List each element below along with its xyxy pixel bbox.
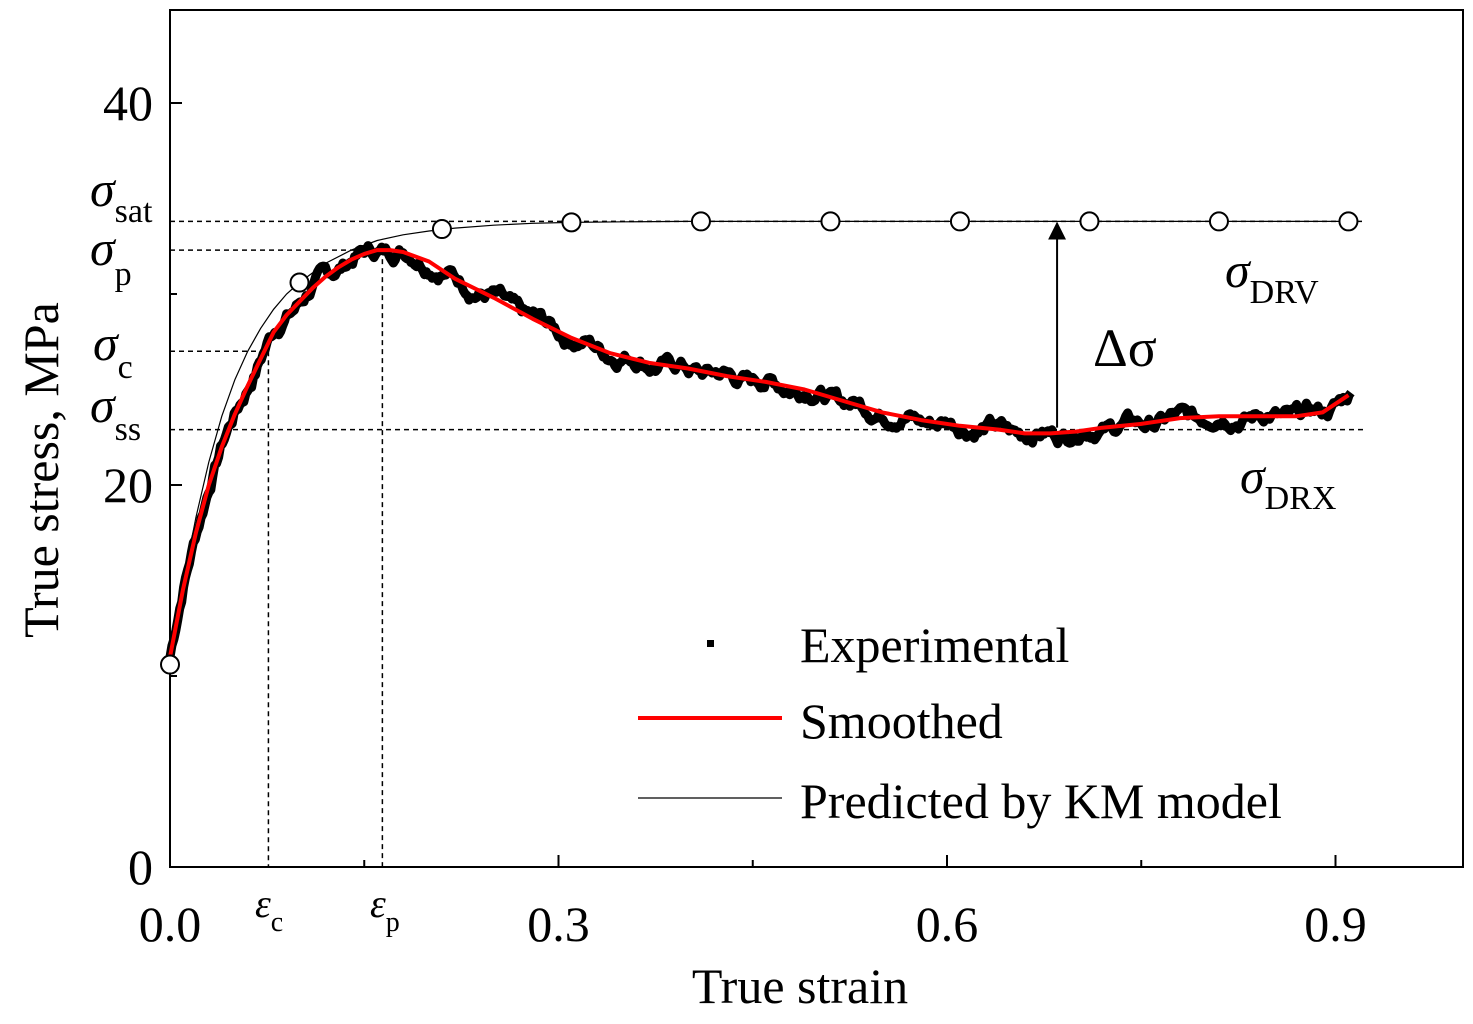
- km-marker: [949, 211, 970, 232]
- series-layer: [160, 211, 1359, 675]
- y-axis-label: True stress, MPa: [13, 302, 69, 638]
- plot-frame: [169, 9, 1464, 868]
- km-marker: [820, 211, 841, 232]
- km-marker: [160, 654, 180, 675]
- x-tick-label: 0.0: [139, 896, 202, 952]
- epsilon-p-label: εp: [370, 881, 400, 938]
- x-tick-label: 0.9: [1304, 896, 1367, 952]
- sigma-c-label: σc: [93, 315, 133, 386]
- km-model-line: [169, 220, 1349, 665]
- km-marker: [1079, 211, 1100, 232]
- km-marker: [431, 219, 452, 240]
- legend: Experimental Smoothed Predicted by KM mo…: [638, 617, 1282, 829]
- sigma-drx-label: σDRX: [1240, 448, 1336, 517]
- legend-smoothed-label: Smoothed: [800, 693, 1003, 749]
- y-tick-label: 40: [103, 75, 153, 131]
- legend-experimental-marker: [707, 640, 714, 647]
- reference-lines: [170, 220, 1365, 867]
- km-marker: [690, 211, 711, 232]
- x-tick-label: 0.3: [527, 896, 590, 952]
- sigma-drv-label: σDRV: [1225, 242, 1319, 311]
- sigma-ss-label: σss: [90, 377, 141, 448]
- sigma-sat-label: σsat: [90, 161, 153, 230]
- legend-experimental-label: Experimental: [800, 617, 1069, 673]
- km-marker: [561, 212, 582, 233]
- legend-km-label: Predicted by KM model: [800, 773, 1282, 829]
- x-axis-label: True strain: [692, 958, 908, 1014]
- sigma-p-label: σp: [90, 220, 132, 293]
- y-tick-label: 0: [128, 839, 153, 895]
- km-marker: [1338, 211, 1359, 232]
- delta-sigma-label: Δσ: [1093, 318, 1157, 378]
- experimental-series: [165, 241, 1355, 658]
- smoothed-line: [168, 248, 1350, 658]
- km-marker: [1208, 211, 1229, 232]
- x-tick-label: 0.6: [916, 896, 979, 952]
- km-marker: [289, 272, 310, 293]
- axis-ticks: 0.0 0.3 0.6 0.9 0 20 40: [103, 75, 1367, 952]
- epsilon-c-label: εc: [255, 881, 283, 938]
- y-tick-label: 20: [103, 457, 153, 513]
